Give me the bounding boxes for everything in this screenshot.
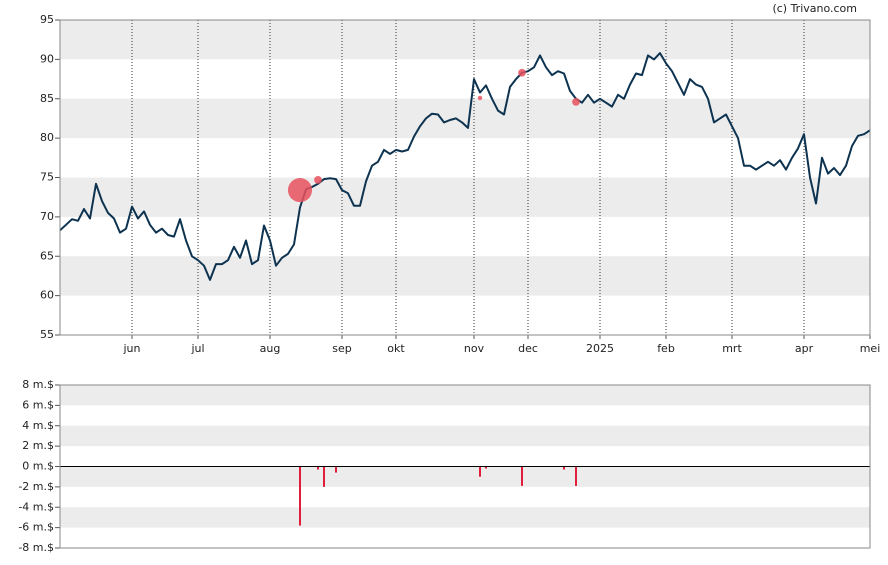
bar bbox=[563, 466, 565, 470]
x-tick-label: dec bbox=[518, 342, 538, 355]
trade-bubble bbox=[518, 68, 526, 77]
y-tick-label: -6 m.$ bbox=[18, 521, 54, 534]
y-tick-label: 4 m.$ bbox=[22, 419, 54, 432]
y-tick-label: -8 m.$ bbox=[18, 541, 54, 554]
grid-band bbox=[60, 20, 870, 60]
trade-bubble bbox=[572, 98, 580, 106]
grid-band bbox=[60, 466, 870, 487]
plot-frame bbox=[59, 19, 871, 336]
bar bbox=[575, 466, 577, 486]
y-tick-label: 70 bbox=[40, 210, 54, 223]
y-tick-label: -4 m.$ bbox=[18, 500, 54, 513]
bar bbox=[323, 466, 325, 487]
trade-bubble bbox=[287, 178, 313, 203]
grid-band bbox=[60, 507, 870, 528]
x-tick-label: okt bbox=[387, 342, 405, 355]
x-tick-label: sep bbox=[332, 342, 351, 355]
watermark: (c) Trivano.com bbox=[772, 2, 857, 15]
x-tick-label: mrt bbox=[722, 342, 742, 355]
bar bbox=[317, 466, 319, 470]
y-tick-label: 8 m.$ bbox=[22, 378, 54, 391]
x-tick-label: aug bbox=[260, 342, 281, 355]
bar bbox=[485, 466, 487, 469]
bar bbox=[521, 466, 523, 486]
x-tick-label: feb bbox=[657, 342, 675, 355]
grid-band bbox=[60, 256, 870, 296]
x-tick-label: jul bbox=[190, 342, 204, 355]
bar bbox=[479, 466, 481, 477]
x-tick-label: apr bbox=[795, 342, 814, 355]
grid-band bbox=[60, 98, 870, 139]
trade-bubble bbox=[477, 95, 483, 101]
plot-frame bbox=[59, 384, 871, 549]
price-line bbox=[59, 52, 871, 281]
bar bbox=[299, 466, 301, 526]
y-tick-label: -2 m.$ bbox=[18, 480, 54, 493]
y-tick-label: 2 m.$ bbox=[22, 439, 54, 452]
y-tick-label: 0 m.$ bbox=[22, 460, 54, 473]
y-tick-label: 95 bbox=[40, 13, 54, 26]
x-tick-label: nov bbox=[464, 342, 485, 355]
grid-band bbox=[60, 385, 870, 406]
x-tick-label: 2025 bbox=[586, 342, 614, 355]
grid-band bbox=[60, 425, 870, 447]
bar bbox=[335, 466, 337, 473]
x-tick-label: jun bbox=[123, 342, 141, 355]
y-tick-label: 90 bbox=[40, 52, 54, 65]
grid-band bbox=[60, 177, 870, 217]
y-tick-label: 55 bbox=[40, 328, 54, 341]
trade-bubble bbox=[314, 175, 322, 184]
y-tick-label: 6 m.$ bbox=[22, 398, 54, 411]
y-tick-label: 85 bbox=[40, 92, 54, 105]
y-tick-label: 60 bbox=[40, 289, 54, 302]
x-tick-label: mei bbox=[860, 342, 881, 355]
y-tick-label: 65 bbox=[40, 249, 54, 262]
y-tick-label: 80 bbox=[40, 131, 54, 144]
y-tick-label: 75 bbox=[40, 171, 54, 184]
